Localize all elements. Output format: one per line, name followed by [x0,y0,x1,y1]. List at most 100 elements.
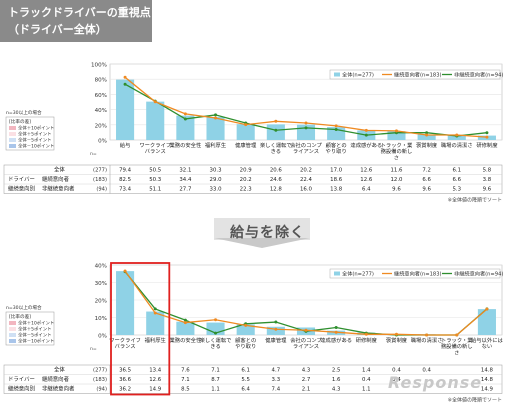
data-label: 0.4 [422,368,431,374]
data-label: 7.2 [422,168,431,174]
sig-title: n=30以上の場合 [6,109,42,116]
sig-item: 全体－5ポイント [18,137,52,144]
x-category-label: 職場の清潔さ [411,336,443,344]
series-continue-point [334,330,338,334]
y-tick-label: 30% [95,281,107,287]
x-category-label: 業務の安全性 [169,336,201,344]
data-label: 17.0 [330,168,343,174]
x-category-label: 楽しく運転できる [260,141,292,155]
data-label: 12.6 [360,177,373,183]
data-label: 13.8 [330,187,343,193]
data-label: 32.1 [179,168,191,174]
series-continue-point [123,75,127,79]
title-box: トラックドライバーの重視点 （ドライバー全体） [0,0,152,42]
data-label: 6.4 [362,187,371,193]
sig-header: [比率の差] [9,313,31,320]
data-label: 50.5 [149,168,161,174]
data-table [3,364,503,394]
bar-all [236,324,255,335]
series-noncontinue-point [123,82,127,86]
data-label: 9.6 [422,187,431,193]
bar-all [266,124,285,140]
sig-swatch [9,327,16,331]
data-label: 5.5 [241,377,250,383]
series-continue-point [183,112,187,116]
x-category-label: トラック・業務設備の新しさ [381,141,413,161]
data-label: 29.0 [210,177,223,183]
series-continue-point [274,327,278,331]
x-category-label: ワークライフバランス [139,142,171,155]
legend-label-continue: 継続意向者(n=183) [394,270,442,278]
x-category-label: 給与以外にはない [471,336,503,350]
series-continue-point [244,323,248,327]
sig-swatch [9,144,16,148]
bar-all [116,79,135,140]
data-label: 20.2 [300,168,312,174]
bar-all [266,326,285,335]
legend-label-noncontinue: 非継続意向者(n=94) [454,270,503,278]
watermark: Response [388,373,483,392]
data-label: 6.4 [241,387,250,393]
series-continue-point [485,135,489,139]
data-label: 12.0 [390,177,403,183]
series-continue-point [334,124,338,128]
n-label: n= [90,152,97,157]
data-label: 30.3 [210,168,222,174]
x-category-label: 研修制度 [476,141,498,149]
series-noncontinue-point [214,113,218,117]
sig-swatch [9,126,16,130]
sig-item: 全体－10ポイント [18,143,54,150]
data-label: 7.6 [181,368,190,374]
n-label: n= [90,347,97,352]
data-label: 6.6 [452,177,461,183]
y-tick-label: 40% [95,264,107,270]
series-continue-point [304,328,308,332]
x-category-label: 会社のコンプライアンス [290,336,322,350]
data-label: 1.1 [362,387,371,393]
data-label: 6.1 [452,168,461,174]
sig-item: 全体＋10ポイント [18,320,54,327]
sig-header: [比率の差] [9,118,31,125]
data-label: 20.9 [240,168,253,174]
data-label: 27.7 [179,187,191,193]
bar-all [236,124,255,140]
x-category-label: 褒賞制度 [386,336,408,344]
chart-bottom: 40% 30% 20% 10% 0% 全体(n=277) 継続意向者(n=183) 非継続意向… [3,262,504,404]
data-label: 2.1 [302,387,311,393]
series-noncontinue-point [364,133,368,137]
data-label: 36.2 [119,387,131,393]
sig-swatch [9,321,16,325]
data-label: 73.4 [119,187,132,193]
row-label: 継続意向者 [42,375,70,383]
y-tick-label: 20% [95,123,107,129]
arrow-bar [214,218,310,240]
data-label: 1.6 [332,377,341,383]
series-continue-point [364,332,368,336]
y-tick-label: 40% [95,108,107,114]
data-table [3,164,503,194]
x-category-label: 会社のコンプライアンス [290,141,322,155]
series-continue-point [455,333,459,337]
y-tick-label: 10% [95,316,107,322]
data-label: 2.7 [302,377,311,383]
x-category-label: 給与 [120,141,131,149]
data-label: 1.4 [362,368,371,374]
data-label: 6.1 [241,368,250,374]
sig-swatch [9,138,16,142]
data-label: 7.4 [272,387,281,393]
sig-item: 全体－5ポイント [18,332,52,339]
data-label: 8.5 [181,387,190,393]
series-continue-point [394,332,398,336]
bar-all [176,321,195,335]
x-category-label: 業務の安全性 [169,141,201,149]
series-noncontinue-point [183,117,187,121]
data-label: 22.4 [300,177,313,183]
series-continue-point [394,129,398,133]
data-label: 11.6 [390,168,403,174]
series-noncontinue-point [153,307,157,311]
data-label: 3.3 [272,377,281,383]
series-continue-point [214,116,218,120]
row-group-label: ドライバー [8,176,35,183]
data-label: 34.4 [179,177,192,183]
